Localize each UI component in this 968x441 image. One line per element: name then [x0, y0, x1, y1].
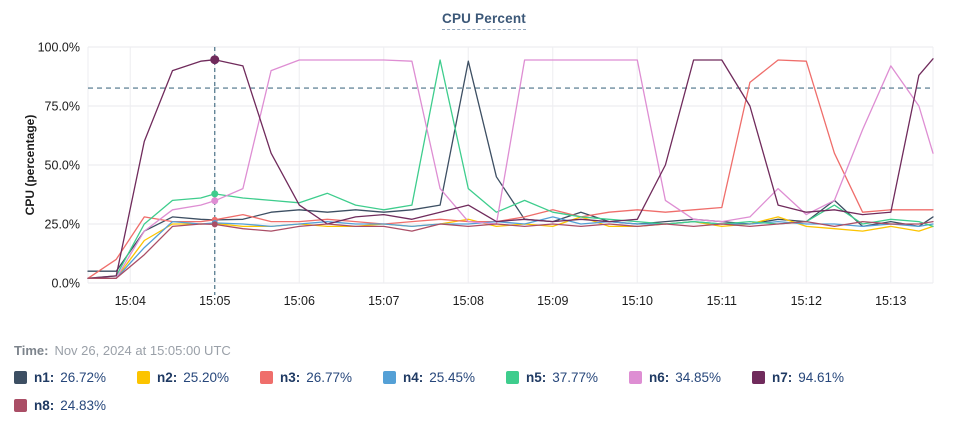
legend-swatch — [629, 371, 642, 384]
time-readout: Time: Nov 26, 2024 at 15:05:00 UTC — [14, 343, 231, 358]
legend-series-value: 34.85% — [675, 370, 722, 385]
cpu-chart-plot[interactable]: 0.0% 25.0% 50.0% 75.0% 100.0% 15:04 15:05 15:06… — [0, 33, 968, 323]
legend-series-value: 26.77% — [306, 370, 353, 385]
legend-swatch — [14, 399, 27, 412]
crosshair-marker-n8 — [211, 221, 218, 228]
legend-series-value: 25.20% — [183, 370, 230, 385]
legend-item-n5[interactable]: n5: 37.77% — [506, 370, 629, 385]
legend-series-name: n1: — [34, 370, 55, 385]
legend-series-value: 37.77% — [552, 370, 599, 385]
legend-item-n2[interactable]: n2: 25.20% — [137, 370, 260, 385]
x-tick-label: 15:05 — [199, 294, 230, 308]
legend-swatch — [260, 371, 273, 384]
series-line-n6[interactable] — [87, 59, 934, 279]
legend-row-1: n1: 26.72% n2: 25.20% n3: 26.77% n4: 25.45% n5: 3… — [14, 370, 875, 385]
legend-item-n4[interactable]: n4: 25.45% — [383, 370, 506, 385]
y-tick-label: 25.0% — [45, 218, 80, 232]
legend-swatch — [14, 371, 27, 384]
crosshair-marker-n6 — [211, 197, 219, 205]
x-tick-label: 15:12 — [791, 294, 822, 308]
legend-swatch — [752, 371, 765, 384]
series-line-n4[interactable] — [87, 216, 934, 279]
y-tick-label: 0.0% — [52, 277, 81, 291]
y-tick-label: 50.0% — [45, 159, 80, 173]
series-line-n3[interactable] — [87, 59, 934, 279]
legend-series-name: n3: — [280, 370, 301, 385]
legend-item-n1[interactable]: n1: 26.72% — [14, 370, 137, 385]
x-tick-label: 15:13 — [875, 294, 906, 308]
x-tick-label: 15:04 — [115, 294, 146, 308]
x-tick-label: 15:06 — [284, 294, 315, 308]
x-tick-label: 15:11 — [707, 294, 737, 308]
legend-item-n7[interactable]: n7: 94.61% — [752, 370, 875, 385]
legend-series-name: n5: — [526, 370, 547, 385]
legend-series-name: n8: — [34, 398, 55, 413]
legend-series-name: n2: — [157, 370, 178, 385]
panel-header: CPU Percent — [0, 10, 968, 30]
crosshair-marker-n7 — [210, 55, 220, 65]
x-tick-label: 15:07 — [368, 294, 399, 308]
legend-swatch — [506, 371, 519, 384]
time-value: Nov 26, 2024 at 15:05:00 UTC — [54, 343, 231, 358]
series-line-n1[interactable] — [87, 60, 934, 272]
legend-series-name: n7: — [772, 370, 793, 385]
legend-swatch — [137, 371, 150, 384]
y-tick-label: 75.0% — [45, 100, 80, 114]
x-tick-label: 15:10 — [622, 294, 653, 308]
legend-series-value: 94.61% — [798, 370, 845, 385]
series-line-n8[interactable] — [87, 220, 934, 279]
legend-item-n3[interactable]: n3: 26.77% — [260, 370, 383, 385]
x-tick-label: 15:08 — [453, 294, 484, 308]
legend-item-n8[interactable]: n8: 24.83% — [14, 398, 137, 413]
x-tick-label: 15:09 — [537, 294, 568, 308]
y-tick-label: 100.0% — [38, 41, 80, 55]
legend-series-name: n6: — [649, 370, 670, 385]
series-line-n7[interactable] — [87, 58, 934, 279]
panel-title[interactable]: CPU Percent — [442, 11, 526, 30]
crosshair-marker-n5 — [211, 190, 219, 198]
legend-row-2: n8: 24.83% — [14, 398, 137, 413]
legend-swatch — [383, 371, 396, 384]
time-label: Time: — [14, 343, 49, 358]
legend-item-n6[interactable]: n6: 34.85% — [629, 370, 752, 385]
legend-series-name: n4: — [403, 370, 424, 385]
legend-series-value: 25.45% — [429, 370, 476, 385]
legend-series-value: 26.72% — [60, 370, 107, 385]
legend-series-value: 24.83% — [60, 398, 107, 413]
